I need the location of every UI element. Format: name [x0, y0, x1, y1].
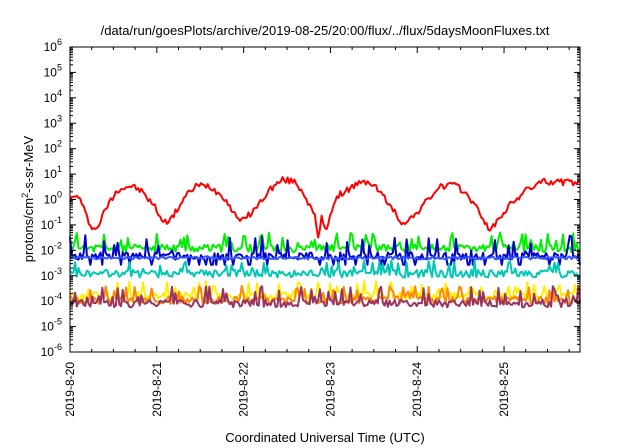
series-line-4	[69, 259, 581, 279]
y-tick-label: 10-4	[41, 291, 62, 308]
series-line-7	[69, 285, 581, 309]
y-axis: 10-6 10-5 10-4 10-3 10-2 10-1 100 101 102 103 104 1…	[41, 37, 580, 359]
x-tick-label: 2019-8-24	[410, 362, 424, 417]
x-axis-label: Coordinated Universal Time (UTC)	[225, 430, 424, 445]
x-axis: 2019-8-20 2019-8-21 2019-8-22 2019-8-23 2019…	[63, 47, 570, 417]
x-tick-label: 2019-8-25	[497, 362, 511, 417]
y-tick-label: 10-2	[41, 240, 62, 257]
y-tick-label: 106	[44, 37, 62, 54]
y-tick-label: 10-1	[41, 215, 62, 232]
series-line-3	[69, 255, 581, 261]
series-line-0	[69, 176, 581, 239]
y-tick-label: 10-3	[41, 266, 62, 283]
y-tick-label: 103	[44, 113, 62, 130]
y-tick-label: 100	[44, 190, 62, 207]
series-line-6	[69, 284, 581, 305]
y-tick-label: 10-6	[41, 342, 62, 359]
y-tick-label: 10-5	[41, 317, 62, 334]
y-tick-label: 105	[44, 62, 62, 79]
chart-title: /data/run/goesPlots/archive/2019-08-25/2…	[101, 23, 550, 38]
x-tick-label: 2019-8-22	[237, 362, 251, 417]
y-axis-label: protons/cm2-s-sr-MeV	[20, 135, 36, 262]
x-tick-label: 2019-8-21	[150, 362, 164, 417]
y-tick-label: 102	[44, 139, 62, 156]
x-tick-label: 2019-8-20	[63, 362, 77, 417]
series-line-2	[69, 234, 581, 266]
y-tick-label: 101	[44, 164, 62, 181]
x-tick-label: 2019-8-23	[323, 362, 337, 417]
y-tick-label: 104	[44, 88, 62, 105]
series-layer	[69, 176, 581, 309]
